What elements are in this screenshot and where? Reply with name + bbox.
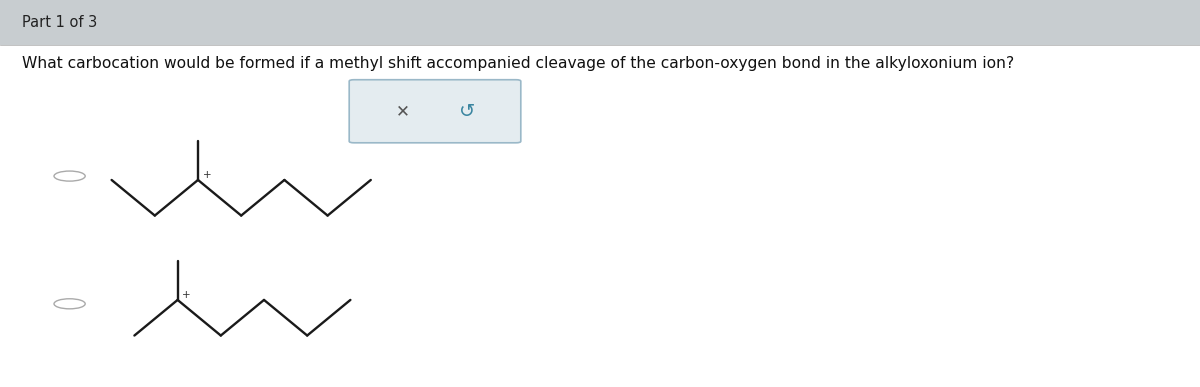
Text: ↺: ↺ — [460, 102, 475, 121]
Text: What carbocation would be formed if a methyl shift accompanied cleavage of the c: What carbocation would be formed if a me… — [22, 57, 1014, 71]
Text: +: + — [203, 170, 211, 180]
Text: +: + — [182, 290, 191, 300]
Text: ✕: ✕ — [396, 102, 409, 120]
Text: Part 1 of 3: Part 1 of 3 — [22, 15, 97, 30]
Bar — [0, 0, 1200, 45]
FancyBboxPatch shape — [349, 80, 521, 143]
